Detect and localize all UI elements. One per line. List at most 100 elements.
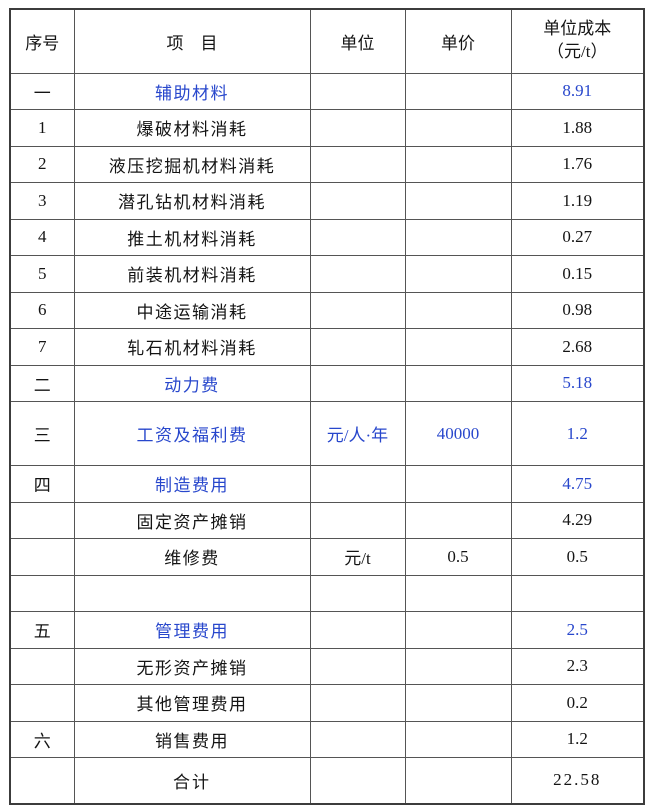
cell-cost: 2.3	[510, 647, 645, 685]
cell-price	[404, 72, 512, 110]
cell-unit	[309, 720, 406, 758]
cell-cost: 8.91	[510, 72, 645, 110]
cell-unit	[309, 501, 406, 539]
table-row: 六 销售费用 1.2	[9, 720, 645, 758]
table-row-category: 四 制造费用 4.75	[9, 465, 645, 503]
cell-item: 动力费	[73, 364, 311, 402]
cell-no: 5	[9, 255, 75, 293]
cell-no	[9, 538, 75, 576]
cell-cost: 1.76	[510, 145, 645, 183]
cell-item: 维修费	[73, 538, 311, 576]
cell-no: 2	[9, 145, 75, 183]
table-row: 6 中途运输消耗 0.98	[9, 291, 645, 329]
cell-price	[404, 328, 512, 366]
cell-cost: 2.5	[510, 611, 645, 649]
cell-price	[404, 255, 512, 293]
cell-item: 管理费用	[73, 611, 311, 649]
cell-no: 3	[9, 182, 75, 220]
cell-no	[9, 647, 75, 685]
cell-unit	[309, 218, 406, 256]
cell-cost: 0.27	[510, 218, 645, 256]
cell-unit	[309, 328, 406, 366]
table-row: 1 爆破材料消耗 1.88	[9, 109, 645, 147]
col-header-cost-line2: （元/t）	[547, 42, 608, 62]
cell-item: 辅助材料	[73, 72, 311, 110]
cell-unit	[309, 574, 406, 612]
cell-cost: 4.75	[510, 465, 645, 503]
cell-cost: 5.18	[510, 364, 645, 402]
cell-price	[404, 182, 512, 220]
cell-price: 0.5	[404, 538, 512, 576]
cell-price: 40000	[404, 401, 512, 466]
cell-cost: 0.15	[510, 255, 645, 293]
cell-unit	[309, 611, 406, 649]
cell-unit	[309, 465, 406, 503]
table-row-category: 三 工资及福利费 元/人·年 40000 1.2	[9, 401, 645, 466]
cell-price	[404, 465, 512, 503]
cell-no: 二	[9, 364, 75, 402]
cell-item	[73, 574, 311, 612]
cell-price	[404, 684, 512, 722]
cell-cost: 1.88	[510, 109, 645, 147]
cell-price	[404, 109, 512, 147]
cell-no: 三	[9, 401, 75, 466]
cell-no: 一	[9, 72, 75, 110]
col-header-price: 单价	[404, 8, 512, 74]
col-header-no: 序号	[9, 8, 75, 74]
cell-price	[404, 218, 512, 256]
unit-cost-table: 序号 项 目 单位 单价 单位成本 （元/t） 一 辅助材料 8.91 1 爆破…	[9, 8, 645, 805]
cell-unit	[309, 364, 406, 402]
cell-item: 其他管理费用	[73, 684, 311, 722]
cell-no: 7	[9, 328, 75, 366]
cell-no	[9, 501, 75, 539]
cell-unit	[309, 109, 406, 147]
table-row-category: 一 辅助材料 8.91	[9, 72, 645, 110]
cell-cost: 1.2	[510, 401, 645, 466]
cell-cost: 0.98	[510, 291, 645, 329]
cell-no: 五	[9, 611, 75, 649]
table-row: 3 潜孔钻机材料消耗 1.19	[9, 182, 645, 220]
table-row: 无形资产摊销 2.3	[9, 647, 645, 685]
col-header-item: 项 目	[73, 8, 311, 74]
cell-unit	[309, 647, 406, 685]
col-header-cost-line1: 单位成本	[543, 19, 612, 39]
cell-item: 前装机材料消耗	[73, 255, 311, 293]
cell-cost: 1.2	[510, 720, 645, 758]
cell-no: 四	[9, 465, 75, 503]
table-header-row: 序号 项 目 单位 单价 单位成本 （元/t）	[9, 8, 645, 74]
cell-no: 4	[9, 218, 75, 256]
cell-price	[404, 611, 512, 649]
cell-item: 制造费用	[73, 465, 311, 503]
table-row: 4 推土机材料消耗 0.27	[9, 218, 645, 256]
cell-price	[404, 757, 512, 804]
cell-price	[404, 145, 512, 183]
cell-price	[404, 574, 512, 612]
cell-cost: 22.58	[510, 757, 645, 804]
table-row-category: 二 动力费 5.18	[9, 364, 645, 402]
cell-cost: 0.5	[510, 538, 645, 576]
cell-price	[404, 291, 512, 329]
table-row-empty	[9, 574, 645, 612]
cell-no: 六	[9, 720, 75, 758]
table-row-category: 五 管理费用 2.5	[9, 611, 645, 649]
cell-cost: 0.2	[510, 684, 645, 722]
cell-cost: 1.19	[510, 182, 645, 220]
table-row: 固定资产摊销 4.29	[9, 501, 645, 539]
cell-no: 6	[9, 291, 75, 329]
cell-cost	[510, 574, 645, 612]
cell-unit	[309, 684, 406, 722]
col-header-unit: 单位	[309, 8, 406, 74]
table-row: 7 轧石机材料消耗 2.68	[9, 328, 645, 366]
cell-item: 销售费用	[73, 720, 311, 758]
cell-unit: 元/t	[309, 538, 406, 576]
cell-unit	[309, 255, 406, 293]
cell-item: 潜孔钻机材料消耗	[73, 182, 311, 220]
cell-item: 合计	[73, 757, 311, 804]
cell-no	[9, 684, 75, 722]
cell-no	[9, 574, 75, 612]
cell-price	[404, 647, 512, 685]
cell-unit	[309, 145, 406, 183]
cell-cost: 4.29	[510, 501, 645, 539]
cell-no: 1	[9, 109, 75, 147]
